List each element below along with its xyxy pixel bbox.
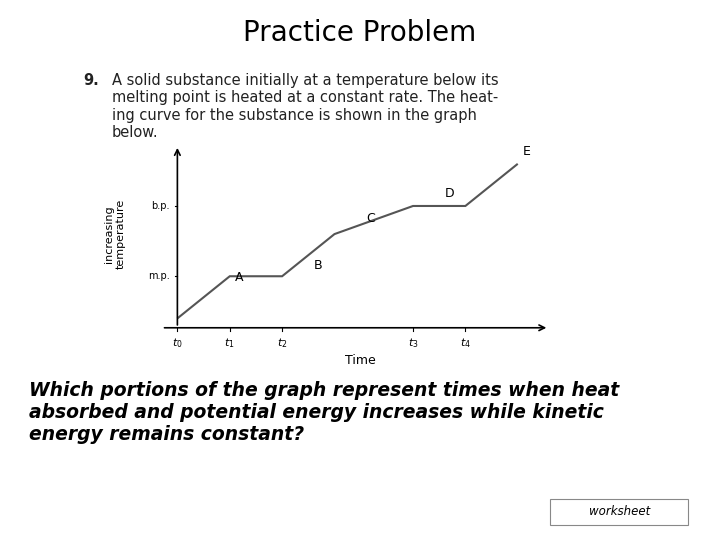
Text: B: B xyxy=(313,259,322,272)
Text: Time: Time xyxy=(346,354,376,367)
Text: m.p.: m.p. xyxy=(148,271,169,281)
Text: D: D xyxy=(444,187,454,200)
Text: $t_0$: $t_0$ xyxy=(172,336,183,350)
Text: worksheet: worksheet xyxy=(588,505,650,518)
Text: Practice Problem: Practice Problem xyxy=(243,19,477,47)
FancyBboxPatch shape xyxy=(550,499,688,525)
Text: E: E xyxy=(523,145,531,158)
Text: $t_3$: $t_3$ xyxy=(408,336,418,350)
Text: 9.: 9. xyxy=(83,73,99,88)
Text: Which portions of the graph represent times when heat
absorbed and potential ene: Which portions of the graph represent ti… xyxy=(29,381,619,444)
Text: A: A xyxy=(235,272,243,285)
Text: $t_2$: $t_2$ xyxy=(277,336,287,350)
Text: $t_4$: $t_4$ xyxy=(460,336,471,350)
Text: increasing
temperature: increasing temperature xyxy=(104,199,125,269)
Text: A solid substance initially at a temperature below its
melting point is heated a: A solid substance initially at a tempera… xyxy=(112,73,498,140)
Text: b.p.: b.p. xyxy=(151,201,169,211)
Text: C: C xyxy=(366,212,374,225)
Text: $t_1$: $t_1$ xyxy=(225,336,235,350)
